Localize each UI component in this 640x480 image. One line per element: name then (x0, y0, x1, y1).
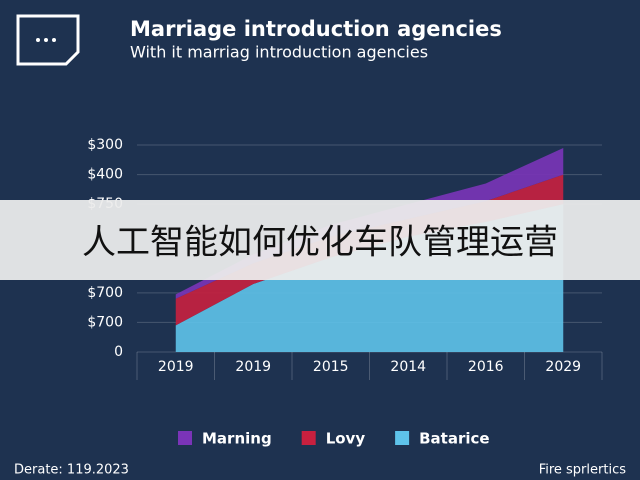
footer-left: Derate: 119.2023 (14, 463, 129, 478)
x-tick-label: 2016 (468, 359, 504, 375)
y-tick-label: $700 (87, 314, 123, 330)
x-tick-label: 2029 (545, 359, 581, 375)
legend-swatch (301, 431, 316, 445)
y-tick-label: $400 (87, 167, 123, 183)
x-tick-label: 2019 (158, 359, 194, 375)
chart-subtitle: With it marriag introduction agencies (130, 43, 428, 62)
menu-icon (16, 14, 80, 66)
legend-label: Batarice (419, 430, 489, 448)
legend-swatch (395, 431, 410, 445)
banner-text: 人工智能如何优化车队管理运营 (82, 223, 558, 263)
footer-right: Fire sprlertics (539, 463, 627, 478)
legend-label: Lovy (326, 430, 366, 448)
legend-swatch (178, 431, 192, 445)
legend-label: Marning (202, 430, 272, 448)
x-tick-label: 2019 (235, 359, 271, 375)
y-tick-label: 0 (114, 344, 123, 360)
y-tick-label: $300 (87, 137, 123, 153)
x-tick-label: 2015 (313, 359, 349, 375)
chart-title: Marriage introduction agencies (130, 17, 502, 41)
y-tick-label: $700 (87, 285, 123, 301)
x-tick-label: 2014 (390, 359, 426, 375)
banner-background (0, 200, 640, 280)
legend: Marning Lovy Batarice (178, 430, 490, 448)
